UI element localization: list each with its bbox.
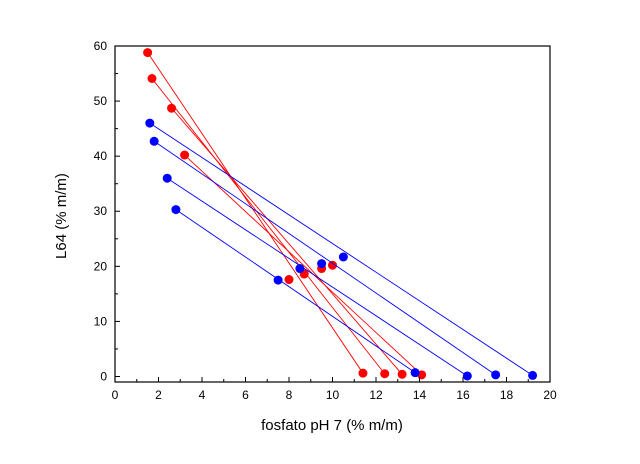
x-tick-label: 12 — [369, 388, 383, 402]
x-tick-label: 0 — [112, 388, 119, 402]
y-tick-label: 60 — [94, 39, 108, 53]
y-tick-label: 40 — [94, 149, 108, 163]
data-point — [284, 275, 294, 285]
tie-line — [166, 177, 468, 377]
data-point — [491, 370, 501, 380]
data-point — [162, 173, 172, 183]
data-point — [273, 275, 283, 285]
x-tick-label: 10 — [326, 388, 340, 402]
data-point — [143, 48, 153, 58]
y-axis-title: L64 (% m/m) — [53, 173, 70, 259]
data-point — [145, 118, 155, 128]
tie-line — [147, 52, 364, 374]
data-point — [358, 368, 368, 378]
x-tick-label: 4 — [199, 388, 206, 402]
data-point — [171, 205, 181, 215]
data-point — [380, 369, 390, 379]
data-point — [149, 136, 159, 146]
x-tick-label: 16 — [456, 388, 470, 402]
data-point — [180, 150, 190, 160]
y-tick-label: 30 — [94, 204, 108, 218]
tie-line — [153, 140, 496, 376]
tie-line — [171, 107, 403, 375]
x-tick-label: 18 — [500, 388, 514, 402]
tie-line — [175, 209, 416, 374]
y-tick-label: 20 — [94, 259, 108, 273]
data-point — [397, 369, 407, 379]
data-point — [328, 260, 337, 270]
x-tick-label: 14 — [413, 388, 427, 402]
x-tick-label: 2 — [155, 388, 162, 402]
plot-frame — [114, 45, 551, 383]
tie-line — [149, 122, 533, 376]
data-point — [528, 370, 538, 380]
y-tick-label: 0 — [100, 369, 107, 383]
data-point — [317, 259, 327, 269]
data-point — [410, 368, 420, 378]
x-axis-ticks: 0 2 4 6 8 10 12 14 16 18 20 — [112, 377, 557, 402]
tie-line — [184, 154, 422, 376]
y-tick-label: 50 — [94, 94, 108, 108]
x-tick-label: 8 — [286, 388, 293, 402]
data-point — [167, 103, 177, 113]
data-point — [462, 371, 472, 381]
series-layer — [143, 48, 538, 381]
x-axis-title: fosfato pH 7 (% m/m) — [261, 417, 403, 434]
data-point — [147, 73, 157, 83]
tie-line — [151, 78, 386, 375]
y-tick-label: 10 — [94, 314, 108, 328]
x-tick-label: 6 — [242, 388, 249, 402]
data-point — [338, 252, 348, 262]
x-tick-label: 20 — [543, 388, 557, 402]
data-point — [295, 264, 305, 274]
y-axis-ticks: 0 10 20 30 40 50 60 — [94, 39, 120, 383]
